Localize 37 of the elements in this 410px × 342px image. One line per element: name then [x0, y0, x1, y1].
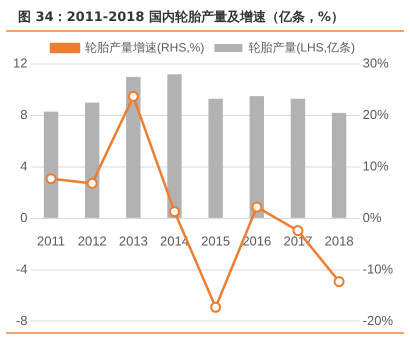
point — [168, 206, 180, 218]
chart-title: 图 34：2011-2018 国内轮胎产量及增速（亿条，%） — [17, 8, 345, 27]
y-tick-label: -8 — [16, 312, 28, 328]
x-tick-label: 2016 — [242, 234, 272, 249]
y-tick-label: 8 — [20, 107, 28, 122]
bar — [84, 102, 100, 218]
point — [86, 178, 98, 189]
y2-tick-label: 0% — [362, 210, 382, 225]
bar — [167, 74, 182, 218]
y-tick-label: -4 — [16, 261, 28, 276]
bar — [290, 98, 306, 218]
y2-tick-label: 30% — [362, 56, 390, 71]
bar — [208, 98, 223, 218]
legend-label: 轮胎产量增速(RHS,%) — [85, 40, 204, 54]
point — [210, 302, 222, 313]
y2-tick-label: 20% — [362, 107, 390, 122]
point — [334, 276, 345, 288]
bar — [332, 112, 346, 218]
y2-tick-label: 10% — [362, 158, 390, 174]
x-tick-label: 2015 — [201, 234, 230, 249]
bar — [126, 76, 141, 218]
y2-tick-label: -20% — [362, 312, 394, 328]
y-tick-label: 4 — [20, 158, 28, 174]
legend-label: 轮胎产量(LHS,亿条) — [248, 40, 356, 54]
y-tick-label: 12 — [12, 56, 28, 71]
x-tick-label: 2013 — [118, 234, 148, 249]
y2-tick-label: -10% — [362, 261, 394, 276]
y-tick-label: 0 — [20, 210, 28, 225]
x-tick-label: 2018 — [324, 234, 354, 249]
bar — [250, 96, 264, 218]
x-tick-label: 2011 — [37, 234, 66, 249]
point — [46, 173, 57, 184]
point — [251, 202, 262, 213]
bar — [44, 112, 58, 218]
point — [128, 90, 139, 102]
point — [292, 225, 304, 236]
x-tick-label: 2012 — [78, 234, 107, 249]
